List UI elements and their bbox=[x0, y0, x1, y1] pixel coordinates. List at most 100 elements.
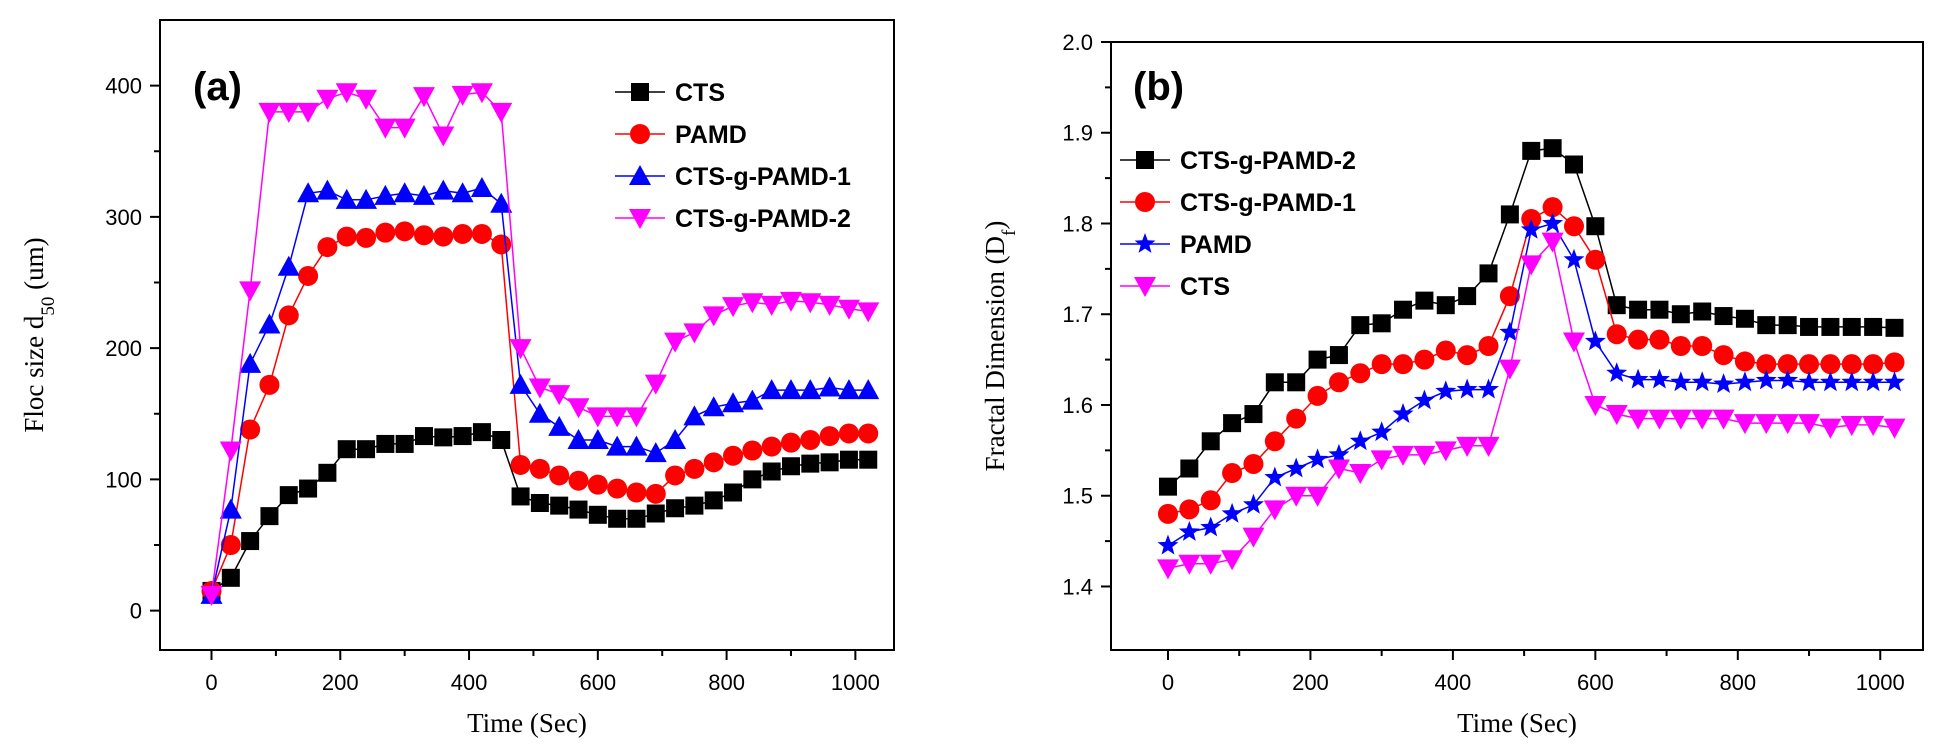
data-point bbox=[625, 435, 648, 456]
series-CTS-g-PAMD-1 bbox=[1157, 197, 1905, 524]
data-point bbox=[1821, 317, 1840, 336]
data-point bbox=[644, 374, 667, 395]
data-point bbox=[200, 585, 223, 606]
data-point bbox=[1585, 249, 1606, 270]
legend-marker bbox=[1134, 277, 1156, 297]
data-point bbox=[820, 453, 839, 472]
data-point bbox=[297, 182, 320, 203]
data-point bbox=[412, 87, 435, 108]
data-point bbox=[1649, 329, 1670, 350]
x-tick-label: 400 bbox=[1435, 670, 1472, 695]
data-point bbox=[1327, 459, 1350, 480]
data-point bbox=[1776, 414, 1799, 435]
data-point bbox=[779, 291, 802, 312]
legend-marker bbox=[631, 83, 649, 101]
data-point bbox=[704, 491, 723, 510]
data-point bbox=[839, 450, 858, 469]
data-point bbox=[432, 126, 455, 147]
data-point bbox=[1158, 477, 1177, 496]
legend-entry: CTS bbox=[615, 79, 725, 107]
data-point bbox=[722, 297, 745, 318]
data-point bbox=[221, 568, 240, 587]
data-point bbox=[1627, 368, 1649, 389]
data-point bbox=[491, 234, 512, 255]
data-point bbox=[1201, 432, 1220, 451]
data-point bbox=[278, 305, 299, 326]
data-point bbox=[1456, 378, 1478, 399]
data-point bbox=[1264, 466, 1286, 487]
panel-label: (b) bbox=[1133, 65, 1184, 109]
data-point bbox=[1841, 354, 1862, 375]
data-point bbox=[664, 332, 687, 353]
data-point bbox=[375, 222, 396, 243]
legend-entry: CTS-g-PAMD-1 bbox=[1120, 189, 1356, 217]
data-point bbox=[395, 434, 414, 453]
data-point bbox=[1414, 349, 1435, 370]
series-CTS-g-PAMD-2 bbox=[1158, 139, 1904, 496]
legend-label: CTS bbox=[675, 79, 725, 107]
data-point bbox=[1841, 371, 1863, 392]
data-point bbox=[1563, 216, 1584, 237]
data-point bbox=[607, 478, 628, 499]
data-point bbox=[1840, 415, 1863, 436]
data-point bbox=[1884, 371, 1905, 392]
data-point bbox=[1370, 450, 1393, 471]
data-point bbox=[219, 441, 242, 462]
data-point bbox=[258, 102, 281, 123]
series-CTS-g-PAMD-1 bbox=[200, 177, 880, 604]
x-tick-label: 200 bbox=[1292, 670, 1329, 695]
data-point bbox=[1435, 380, 1457, 401]
x-tick-label: 600 bbox=[579, 670, 616, 695]
data-point bbox=[509, 339, 532, 360]
data-point bbox=[1520, 218, 1542, 239]
data-point bbox=[1307, 385, 1328, 406]
data-point bbox=[1243, 453, 1264, 474]
data-point bbox=[1308, 350, 1327, 369]
data-point bbox=[1692, 336, 1713, 356]
data-point bbox=[644, 442, 667, 463]
data-point bbox=[1885, 318, 1904, 337]
data-point bbox=[627, 509, 646, 528]
x-tick-label: 600 bbox=[1577, 670, 1614, 695]
data-point bbox=[548, 415, 571, 436]
data-point bbox=[1648, 409, 1671, 430]
data-point bbox=[414, 427, 433, 446]
data-point bbox=[818, 295, 841, 316]
data-point bbox=[586, 429, 609, 449]
data-point bbox=[1477, 436, 1500, 457]
y-tick-label: 0 bbox=[130, 599, 142, 624]
data-point bbox=[433, 226, 454, 247]
data-point bbox=[511, 487, 530, 506]
data-point bbox=[471, 223, 492, 244]
legend-marker bbox=[629, 209, 651, 229]
data-point bbox=[1286, 408, 1307, 429]
legend-label: CTS-g-PAMD-1 bbox=[675, 163, 851, 191]
data-point bbox=[1157, 534, 1179, 555]
data-point bbox=[453, 427, 472, 446]
data-point bbox=[799, 379, 822, 400]
data-point bbox=[1671, 305, 1690, 324]
y-tick-label: 1.4 bbox=[1062, 574, 1093, 599]
data-point bbox=[760, 295, 783, 316]
data-point bbox=[1670, 371, 1692, 392]
data-point bbox=[356, 227, 377, 248]
data-point bbox=[510, 454, 531, 475]
data-point bbox=[1884, 352, 1905, 373]
y-tick-label: 1.6 bbox=[1062, 393, 1093, 418]
data-point bbox=[1733, 414, 1756, 435]
data-point bbox=[259, 374, 280, 395]
data-point bbox=[741, 293, 764, 314]
data-point bbox=[1842, 317, 1861, 336]
data-point bbox=[434, 428, 453, 447]
data-point bbox=[219, 498, 242, 519]
data-point bbox=[1222, 463, 1243, 484]
data-point bbox=[664, 429, 687, 449]
legend-label: CTS-g-PAMD-1 bbox=[1180, 189, 1356, 217]
data-point bbox=[762, 462, 781, 481]
data-point bbox=[837, 299, 860, 320]
data-point bbox=[1543, 139, 1562, 158]
legend-entry: PAMD bbox=[1120, 231, 1252, 259]
y-tick-label: 300 bbox=[105, 205, 142, 230]
x-tick-label: 1000 bbox=[831, 670, 880, 695]
legend-label: CTS bbox=[1180, 273, 1230, 301]
